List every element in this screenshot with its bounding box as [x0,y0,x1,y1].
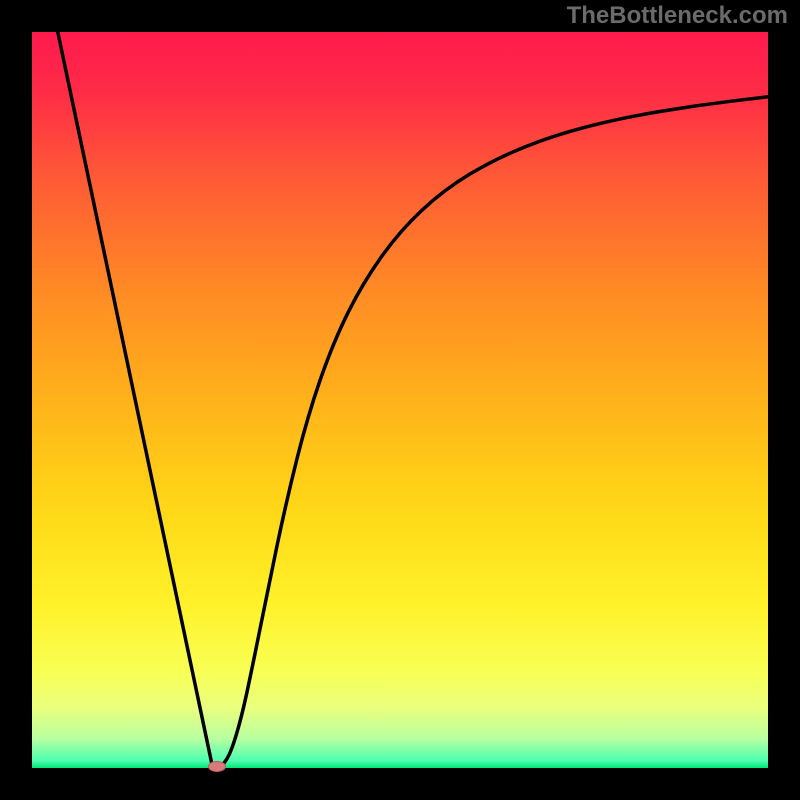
curve-layer [0,0,800,800]
watermark-text: TheBottleneck.com [567,2,788,30]
minimum-marker [208,761,226,772]
curve-right-segment [222,97,768,766]
chart-container: TheBottleneck.com [0,0,800,800]
curve-left-segment [58,32,213,766]
